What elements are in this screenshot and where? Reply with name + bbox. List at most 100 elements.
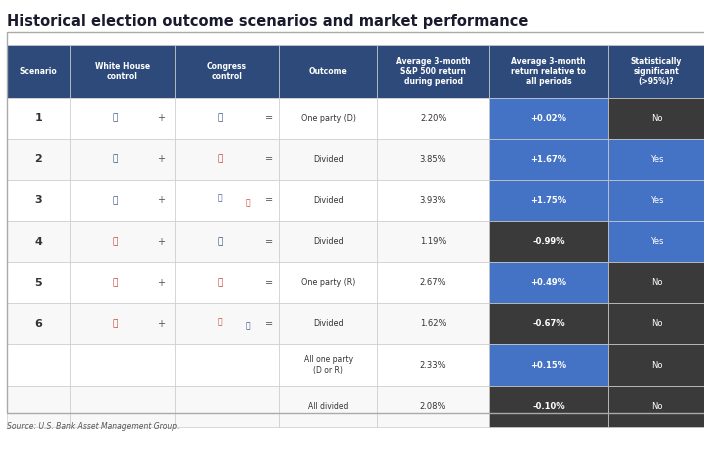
Bar [7, 180, 70, 221]
Bar [489, 345, 608, 385]
Bar [608, 262, 704, 303]
Text: +: + [157, 319, 165, 329]
Text: Divided: Divided [313, 155, 344, 164]
Bar [70, 262, 175, 303]
Text: ⬛: ⬛ [113, 196, 118, 205]
Bar [489, 262, 608, 303]
Text: ⬛: ⬛ [246, 322, 251, 331]
Text: ⬛: ⬛ [113, 278, 118, 287]
Bar [279, 262, 377, 303]
Text: 4: 4 [34, 237, 42, 247]
Text: ⬛: ⬛ [218, 278, 222, 287]
Text: =: = [265, 319, 273, 329]
Text: Average 3-month
return relative to
all periods: Average 3-month return relative to all p… [511, 57, 586, 86]
Bar [279, 303, 377, 345]
Bar [377, 385, 489, 427]
Bar [489, 221, 608, 262]
Bar [377, 98, 489, 139]
Text: No: No [651, 114, 662, 123]
Bar [279, 385, 377, 427]
Bar [70, 303, 175, 345]
Text: 3.85%: 3.85% [420, 155, 446, 164]
Bar [7, 221, 70, 262]
Text: Average 3-month
S&P 500 return
during period: Average 3-month S&P 500 return during pe… [396, 57, 470, 86]
Text: +1.67%: +1.67% [530, 155, 567, 164]
Text: +: + [157, 196, 165, 206]
Text: ⬛: ⬛ [218, 237, 222, 246]
Text: Congress
control: Congress control [207, 62, 247, 81]
Text: Divided: Divided [313, 320, 344, 328]
Text: One party (D): One party (D) [301, 114, 356, 123]
Text: ⬛: ⬛ [218, 114, 222, 123]
Text: White House
control: White House control [94, 62, 150, 81]
Bar [489, 180, 608, 221]
Bar [7, 32, 704, 413]
Text: =: = [265, 237, 273, 247]
Text: +: + [157, 113, 165, 123]
Text: ⬛: ⬛ [218, 194, 222, 202]
Bar [608, 385, 704, 427]
Text: Yes: Yes [650, 237, 663, 246]
Bar [7, 139, 70, 180]
Bar [608, 45, 704, 98]
Bar [70, 45, 175, 98]
Bar [175, 345, 279, 385]
Bar [489, 303, 608, 345]
Bar [70, 139, 175, 180]
Text: Yes: Yes [650, 196, 663, 205]
Bar [175, 45, 279, 98]
Text: Source: U.S. Bank Asset Management Group.: Source: U.S. Bank Asset Management Group… [7, 422, 180, 431]
Bar [377, 45, 489, 98]
Text: ⬛: ⬛ [113, 320, 118, 328]
Text: 2.67%: 2.67% [420, 278, 446, 287]
Text: ⬛: ⬛ [113, 114, 118, 123]
Bar [608, 139, 704, 180]
Bar [279, 98, 377, 139]
Bar [377, 139, 489, 180]
Bar [70, 385, 175, 427]
Bar [377, 180, 489, 221]
Text: All divided: All divided [308, 402, 348, 411]
Text: Statistically
significant
(>95%)?: Statistically significant (>95%)? [631, 57, 682, 86]
Text: No: No [651, 278, 662, 287]
Bar [7, 98, 70, 139]
Bar [279, 45, 377, 98]
Bar [489, 45, 608, 98]
Bar [175, 139, 279, 180]
Text: 6: 6 [34, 319, 42, 329]
Text: Divided: Divided [313, 237, 344, 246]
Text: +1.75%: +1.75% [530, 196, 567, 205]
Bar [279, 345, 377, 385]
Bar [70, 221, 175, 262]
Text: Divided: Divided [313, 196, 344, 205]
Text: =: = [265, 196, 273, 206]
Text: 5: 5 [34, 278, 42, 288]
Bar [7, 262, 70, 303]
Text: One party (R): One party (R) [301, 278, 356, 287]
Bar [175, 385, 279, 427]
Bar [489, 139, 608, 180]
Text: All one party
(D or R): All one party (D or R) [303, 355, 353, 375]
Bar [377, 345, 489, 385]
Bar [7, 385, 70, 427]
Text: +0.02%: +0.02% [530, 114, 566, 123]
Text: No: No [651, 402, 662, 411]
Bar [377, 262, 489, 303]
Text: +: + [157, 237, 165, 247]
Bar [70, 180, 175, 221]
Bar [70, 98, 175, 139]
Text: No: No [651, 320, 662, 328]
Bar [279, 221, 377, 262]
Bar [608, 180, 704, 221]
Text: +0.49%: +0.49% [530, 278, 566, 287]
Text: ⬛: ⬛ [218, 317, 222, 326]
Text: =: = [265, 278, 273, 288]
Text: Yes: Yes [650, 155, 663, 164]
Bar [377, 303, 489, 345]
Bar [7, 303, 70, 345]
Text: =: = [265, 154, 273, 164]
Text: 3.93%: 3.93% [420, 196, 446, 205]
Text: ⬛: ⬛ [113, 237, 118, 246]
Bar [279, 139, 377, 180]
Text: 1: 1 [34, 113, 42, 123]
